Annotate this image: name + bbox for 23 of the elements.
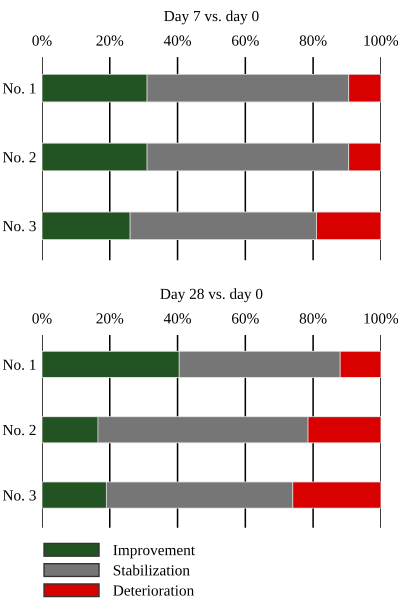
y-tick-label: No. 2 [2,152,36,162]
y-tick-label: No. 3 [2,490,36,501]
x-tick-label: 60% [232,313,259,324]
y-tick-label: No. 2 [2,424,36,436]
legend-label: Stabilization [114,564,190,576]
x-tick-label: 40% [164,35,192,46]
chart-title: Day 7 vs. day 0 [164,10,259,24]
y-tick-label: No. 3 [2,220,36,232]
x-tick-label: 40% [164,313,192,324]
x-tick-label: 80% [300,35,327,46]
y-tick-label: No. 1 [2,83,36,94]
chart-title: Day 28 vs. day 0 [160,288,262,302]
x-tick-label: 80% [300,313,327,324]
x-tick-label: 0% [32,35,52,46]
x-tick-label: 100% [364,313,398,324]
legend-label: Deterioration [113,585,194,596]
x-tick-label: 20% [96,35,124,46]
x-tick-label: 100% [364,35,398,46]
x-tick-label: 0% [32,313,52,324]
x-tick-label: 20% [96,313,124,324]
legend-label: Improvement [113,545,195,558]
x-tick-label: 60% [232,35,259,46]
y-tick-label: No. 1 [2,360,36,370]
